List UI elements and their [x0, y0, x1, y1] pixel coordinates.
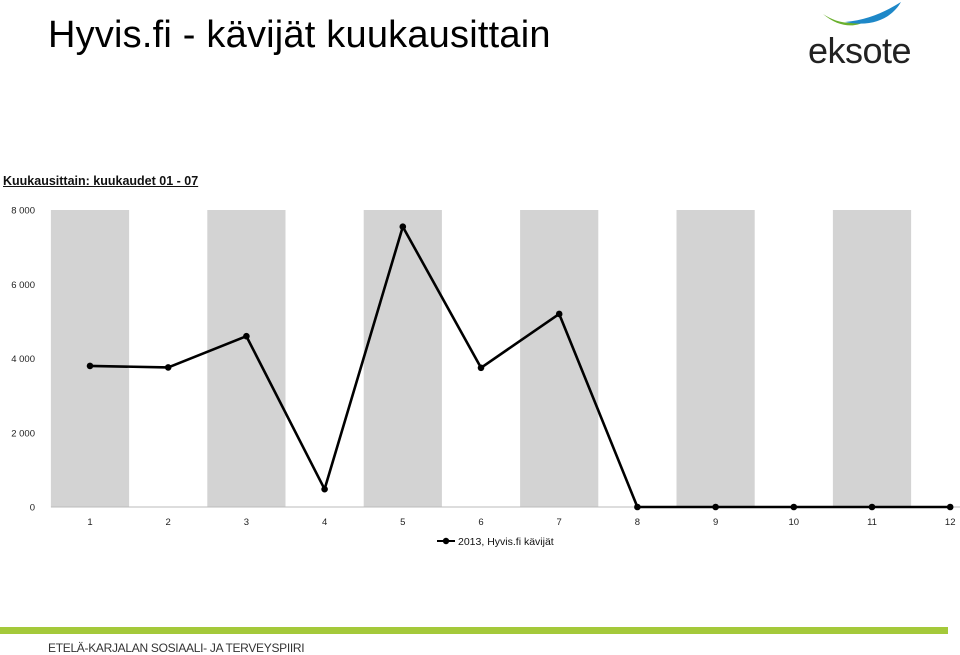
legend: 2013, Hyvis.fi kävijät: [437, 536, 554, 548]
y-tick-label: 4 000: [11, 354, 35, 365]
shaded-bands: [50, 210, 912, 507]
x-tick-label: 8: [635, 517, 640, 528]
shaded-band-1: [50, 210, 130, 507]
legend-marker: [442, 537, 450, 545]
data-point: [946, 503, 954, 511]
y-tick-label: 2 000: [11, 428, 35, 439]
data-point: [477, 364, 485, 372]
x-tick-label: 2: [166, 517, 171, 528]
data-points: [86, 223, 954, 511]
logo-text: eksote: [808, 30, 912, 71]
shaded-band-9: [676, 210, 755, 507]
x-tick-label: 3: [244, 517, 249, 528]
logo-swoosh-blue: [845, 2, 901, 24]
data-point: [243, 332, 250, 340]
series-line: [89, 225, 951, 509]
data-point: [790, 503, 798, 511]
shaded-band-7: [520, 210, 599, 507]
x-tick-label: 11: [867, 517, 877, 528]
x-tick-label: 6: [478, 517, 483, 528]
logo-swoosh-green: [823, 14, 867, 26]
legend-label: 2013, Hyvis.fi kävijät: [458, 536, 554, 548]
y-tick-label: 6 000: [11, 280, 35, 291]
footer-text: ETELÄ-KARJALAN SOSIAALI- JA TERVEYSPIIRI: [48, 641, 305, 655]
data-point: [555, 310, 563, 318]
data-point: [399, 223, 407, 231]
eksote-logo: [823, 2, 901, 26]
x-tick-label: 12: [945, 517, 956, 528]
shaded-band-3: [207, 210, 286, 507]
chart-heading: Kuukausittain: kuukaudet 01 - 07: [3, 174, 199, 188]
x-tick-labels: 1 2 3 4 5 6 7 8 9 10 11 12: [87, 517, 955, 528]
y-tick-label: 8 000: [11, 206, 35, 217]
footer-accent-bar: [0, 627, 948, 634]
shaded-band-11: [832, 210, 912, 507]
x-tick-label: 4: [322, 517, 327, 528]
x-tick-label: 7: [557, 517, 562, 528]
y-tick-labels: 0 2 000 4 000 6 000 8 000: [11, 206, 35, 514]
data-point: [634, 503, 641, 511]
shaded-band-5: [363, 210, 442, 507]
x-tick-label: 5: [400, 517, 405, 528]
x-tick-label: 9: [713, 517, 718, 528]
slide-title: Hyvis.fi - kävijät kuukausittain: [48, 14, 551, 56]
y-tick-label: 0: [30, 503, 35, 514]
data-point: [164, 364, 172, 371]
data-point: [868, 503, 876, 511]
x-tick-label: 1: [87, 517, 92, 528]
data-point: [321, 485, 328, 493]
data-point: [86, 362, 94, 370]
data-point: [712, 503, 719, 511]
x-tick-label: 10: [789, 517, 800, 528]
